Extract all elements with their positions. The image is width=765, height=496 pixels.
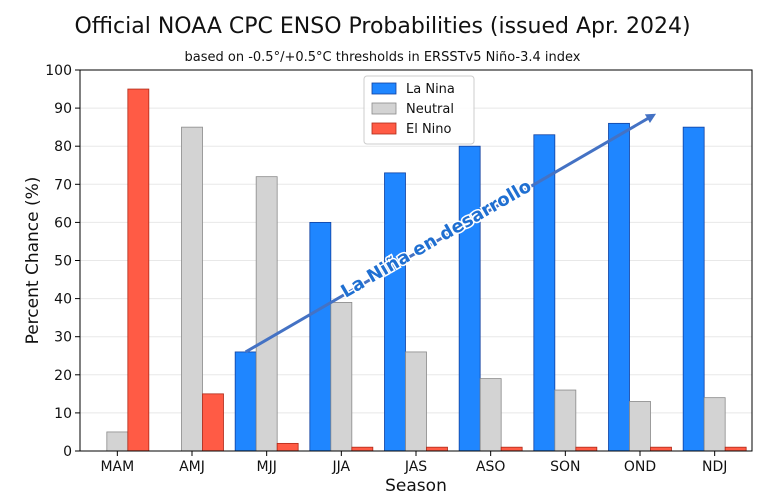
- bar-el-nino-aso: [500, 446, 523, 452]
- annotation: La Niña en desarrollo: [244, 113, 657, 354]
- legend-swatch-el-nino: [371, 122, 397, 135]
- x-axis-label: Season: [385, 476, 447, 496]
- y-axis-label: Percent Chance (%): [23, 177, 43, 345]
- bar-el-nino-ond: [650, 446, 672, 452]
- y-tick-label: 40: [54, 292, 72, 308]
- bar-el-nino-jja: [351, 446, 374, 452]
- y-tick-label: 80: [54, 139, 72, 155]
- legend-swatch-neutral: [371, 102, 397, 115]
- bar-neutral-jas: [405, 351, 427, 452]
- bar-neutral-ndj: [703, 397, 726, 452]
- bar-el-nino-mjj: [276, 442, 299, 452]
- x-tick-label: NDJ: [702, 459, 727, 475]
- trend-arrow: [244, 113, 657, 354]
- bar-la-nina-jja: [309, 221, 332, 452]
- bar-el-nino-jas: [426, 446, 448, 452]
- bar-neutral-ond: [629, 401, 651, 452]
- legend: La Nina Neutral El Nino: [363, 75, 475, 145]
- legend-label: El Nino: [406, 122, 452, 137]
- legend-label: La Nina: [406, 82, 455, 97]
- chart-title: Official NOAA CPC ENSO Probabilities (is…: [74, 14, 691, 39]
- annotation-label: La Niña en desarrollo: [338, 176, 536, 303]
- bar-el-nino-son: [575, 446, 598, 452]
- bar-la-nina-ond: [608, 122, 630, 452]
- x-tick-label: JAS: [404, 459, 427, 475]
- bar-la-nina-ndj: [682, 126, 705, 452]
- x-tick-label: JJA: [332, 459, 351, 475]
- bar-el-nino-ndj: [724, 446, 747, 452]
- y-tick-label: 100: [45, 63, 72, 79]
- bar-el-nino-amj: [202, 393, 224, 452]
- bar-neutral-jja: [330, 302, 353, 452]
- bar-neutral-mam: [106, 431, 129, 452]
- x-tick-label: MAM: [100, 459, 134, 475]
- bar-neutral-mjj: [255, 176, 278, 452]
- chart-subtitle: based on -0.5°/+0.5°C thresholds in ERSS…: [184, 50, 581, 65]
- legend-label: Neutral: [406, 102, 454, 117]
- y-tick-label: 90: [54, 101, 72, 117]
- y-tick-label: 0: [63, 444, 72, 460]
- y-tick-label: 20: [54, 368, 72, 384]
- x-tick-label: MJJ: [256, 459, 276, 475]
- bar-la-nina-jas: [384, 172, 406, 452]
- y-tick-label: 50: [54, 254, 72, 270]
- x-tick-label: OND: [624, 459, 656, 475]
- axes: 0 10 20 30 40 50 60 70 80 90 100 MAM AMJ MJJ JJA JAS ASO…: [23, 63, 727, 496]
- bar-neutral-amj: [181, 126, 203, 452]
- bar-el-nino-mam: [127, 88, 150, 452]
- y-tick-label: 60: [54, 215, 72, 231]
- bar-neutral-aso: [479, 378, 502, 452]
- x-tick-label: SON: [550, 459, 580, 475]
- y-tick-label: 10: [54, 406, 72, 422]
- bar-la-nina-aso: [458, 145, 481, 452]
- legend-swatch-la-nina: [371, 82, 397, 95]
- y-tick-label: 70: [54, 177, 72, 193]
- bar-neutral-son: [554, 389, 577, 452]
- x-tick-label: ASO: [476, 459, 505, 475]
- bars: [106, 88, 747, 452]
- bar-la-nina-mjj: [234, 351, 257, 452]
- y-tick-label: 30: [54, 330, 72, 346]
- x-tick-label: AMJ: [179, 459, 205, 475]
